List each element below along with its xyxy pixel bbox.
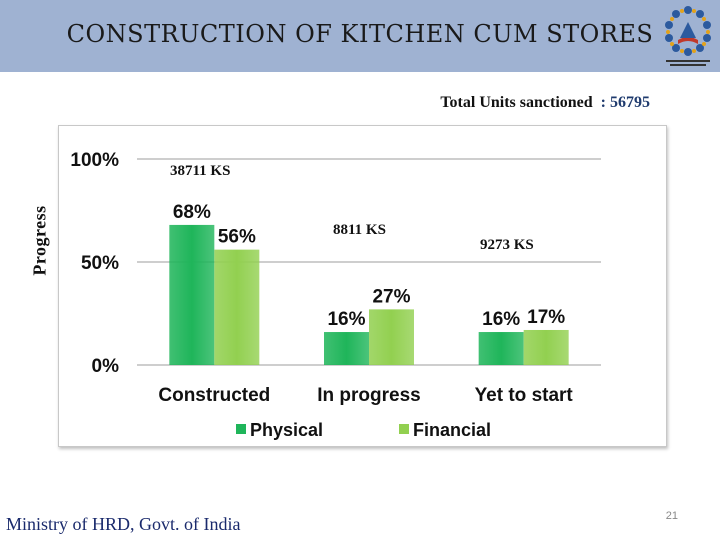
bar-financial-2: [523, 329, 569, 365]
data-label: 16%: [482, 309, 520, 330]
data-label: 68%: [173, 202, 211, 223]
total-units-value: : 56795: [600, 94, 650, 111]
slide-title: CONSTRUCTION OF KITCHEN CUM STORES: [66, 20, 654, 48]
footer-ministry: Ministry of HRD, Govt. of India: [6, 514, 241, 534]
bar-financial-0: [214, 249, 260, 365]
legend-label: Physical: [250, 420, 323, 440]
ks-label-in-progress: 8811 KS: [333, 222, 386, 238]
x-tick-label: Constructed: [158, 385, 270, 406]
total-units-label: Total Units sanctioned: [440, 94, 593, 111]
y-tick-label: 100%: [70, 150, 119, 171]
data-label: 17%: [527, 307, 565, 328]
y-axis-label: Progress: [29, 205, 50, 276]
ks-label-yet-to-start: 9273 KS: [480, 237, 534, 253]
chart-area: 0% 50% 100% 68% 56% Constructed 16% 27% In progr…: [58, 125, 667, 447]
ks-label-constructed: 38711 KS: [170, 163, 231, 179]
bar-physical-0: [169, 224, 215, 365]
progress-bar-chart: 0% 50% 100% 68% 56% Constructed 16% 27% In progr…: [70, 150, 601, 440]
page-number: 21: [665, 510, 678, 522]
data-label: 27%: [372, 286, 410, 307]
bar-physical-1: [324, 332, 369, 365]
legend-label: Financial: [413, 420, 491, 440]
y-tick-label: 0%: [92, 356, 120, 377]
ministry-emblem-icon: [665, 6, 711, 66]
legend-swatch-physical: [236, 424, 246, 434]
legend-swatch-financial: [399, 424, 409, 434]
x-tick-label: In progress: [317, 385, 420, 406]
y-axis-label-container: Progress: [20, 150, 60, 340]
title-bar: CONSTRUCTION OF KITCHEN CUM STORES: [0, 0, 720, 72]
data-label: 56%: [218, 227, 256, 248]
bar-financial-1: [369, 309, 414, 365]
x-tick-label: Yet to start: [475, 385, 574, 406]
bar-physical-2: [478, 332, 524, 365]
data-label: 16%: [327, 309, 365, 330]
total-units-sanctioned: Total Units sanctioned : 56795: [440, 94, 650, 112]
y-tick-label: 50%: [81, 253, 119, 274]
